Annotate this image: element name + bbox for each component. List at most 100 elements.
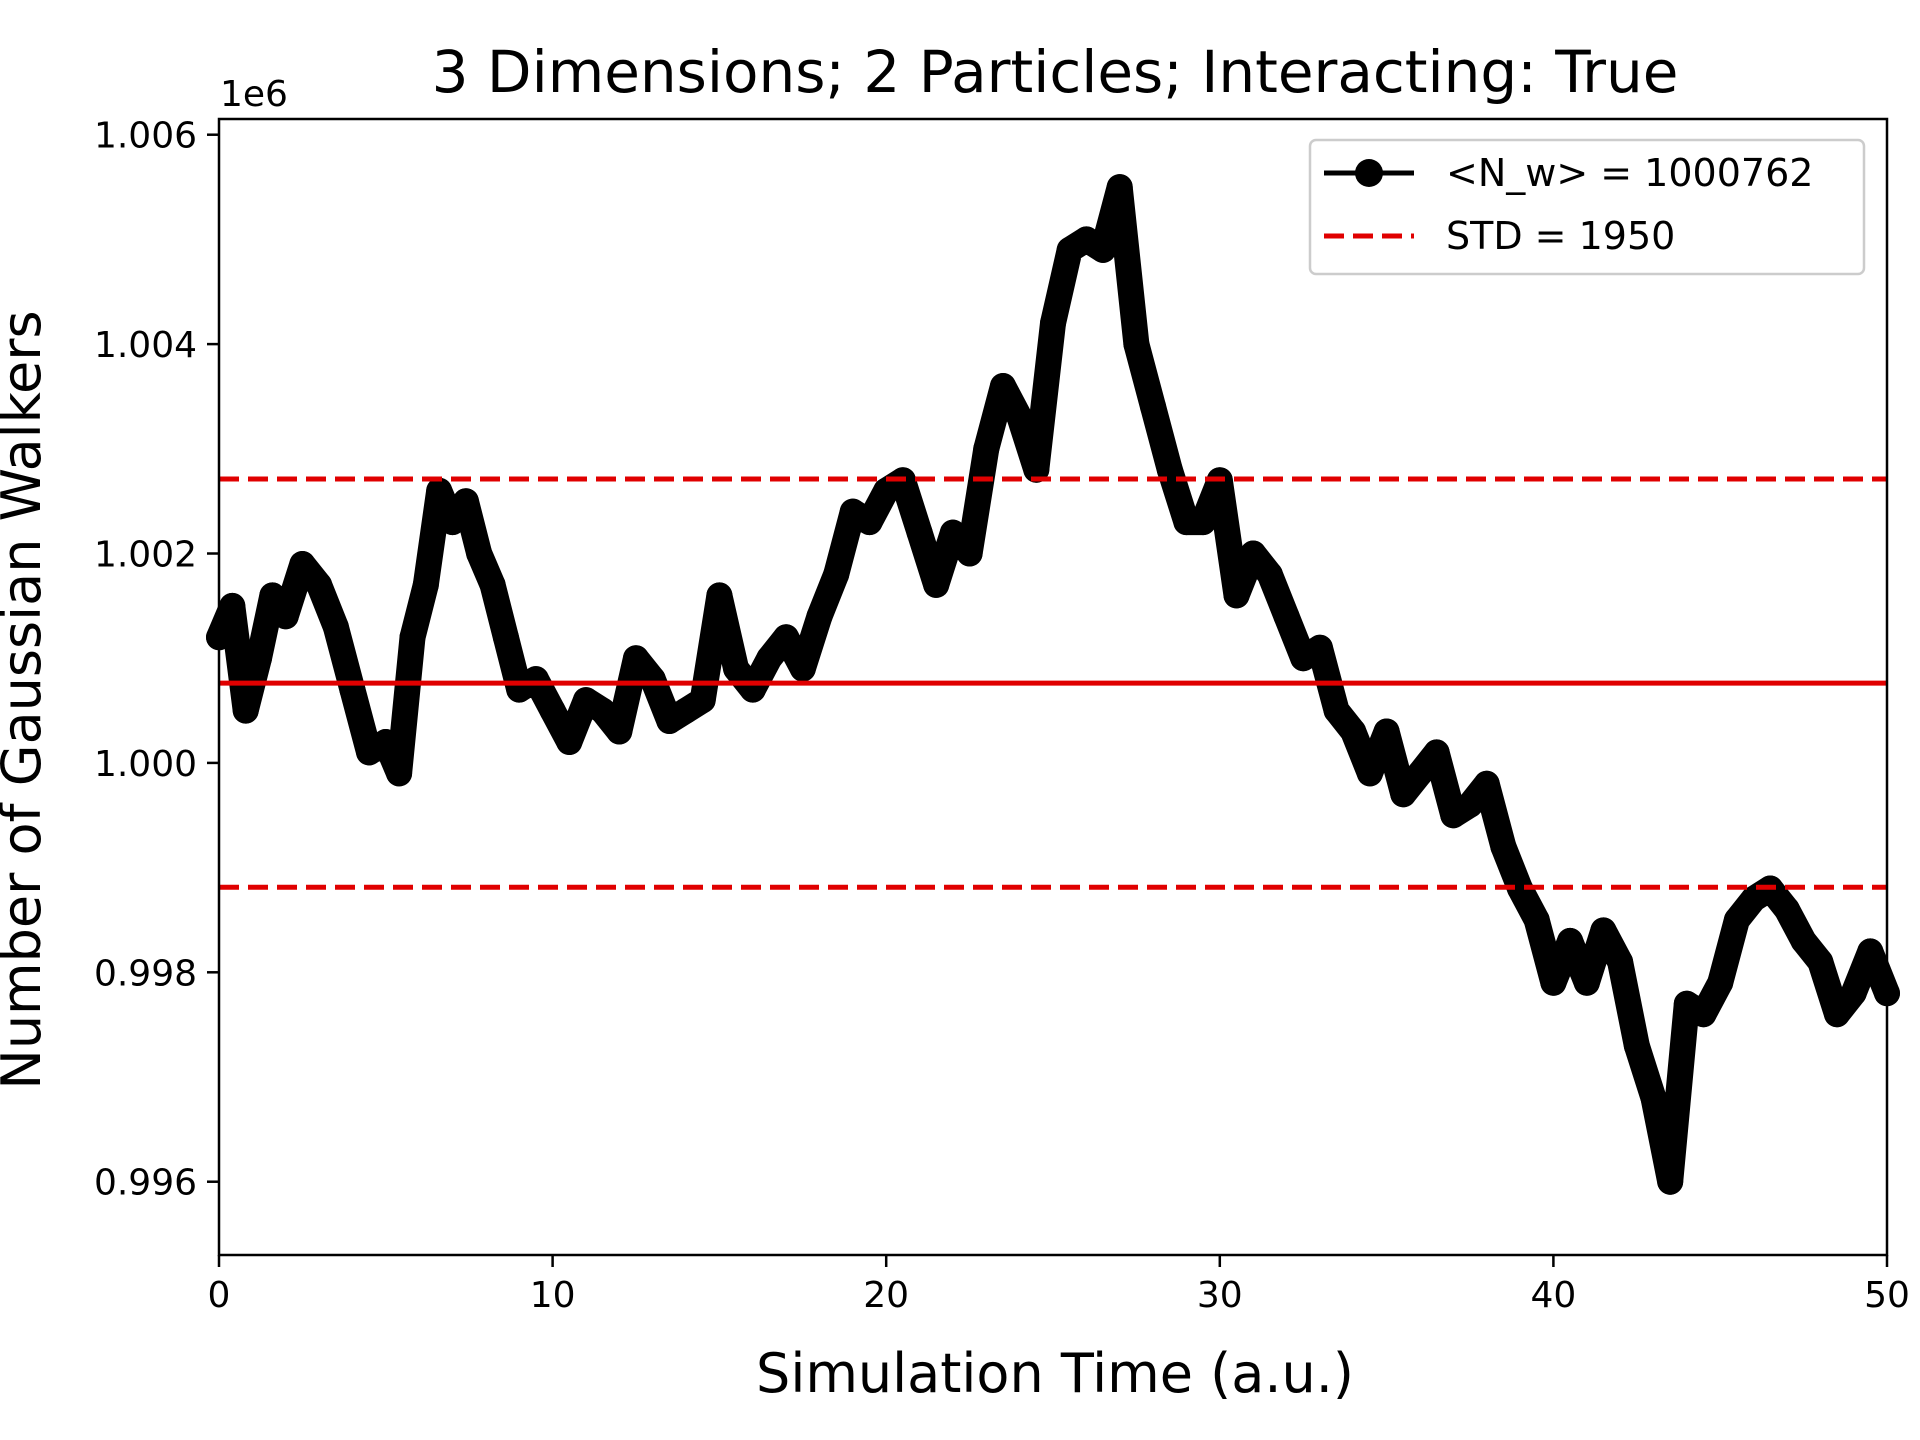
data-point bbox=[1390, 781, 1417, 808]
series-points-0 bbox=[206, 174, 1900, 1195]
data-point bbox=[1040, 310, 1066, 337]
data-point bbox=[1023, 456, 1050, 483]
data-point bbox=[1240, 540, 1267, 567]
legend-marker-dot-walkers bbox=[1355, 159, 1383, 187]
data-point bbox=[973, 435, 1000, 462]
data-point bbox=[556, 729, 583, 755]
data-point bbox=[1156, 456, 1183, 483]
data-point bbox=[289, 551, 316, 577]
plot-area bbox=[206, 117, 1900, 1257]
data-point bbox=[452, 488, 479, 515]
x-tick-label: 50 bbox=[1864, 1275, 1910, 1316]
y-tick-label: 1.002 bbox=[94, 535, 197, 576]
data-point bbox=[789, 655, 816, 682]
data-point bbox=[1006, 404, 1033, 431]
legend-label-walkers: <N_w> = 1000762 bbox=[1446, 151, 1813, 195]
data-point bbox=[399, 624, 426, 651]
data-point bbox=[1707, 969, 1734, 996]
data-point bbox=[306, 571, 333, 598]
y-tick-label: 1.000 bbox=[94, 744, 197, 785]
data-point bbox=[706, 582, 733, 609]
data-point bbox=[439, 509, 466, 536]
y-axis-label: Number of Gaussian Walkers bbox=[0, 310, 53, 1089]
data-point bbox=[923, 571, 950, 598]
data-point bbox=[623, 645, 649, 672]
data-point bbox=[773, 624, 800, 651]
data-point bbox=[1857, 938, 1884, 965]
data-point bbox=[823, 561, 850, 588]
data-point bbox=[412, 571, 439, 598]
data-point bbox=[479, 571, 506, 598]
plot-frame bbox=[217, 117, 1889, 1257]
data-point bbox=[1723, 907, 1750, 933]
data-point bbox=[272, 603, 299, 630]
data-point bbox=[1306, 634, 1333, 661]
data-point bbox=[939, 519, 966, 546]
data-point bbox=[1323, 697, 1350, 724]
data-point bbox=[1657, 1168, 1684, 1195]
data-point bbox=[1373, 718, 1400, 745]
data-point bbox=[1590, 917, 1617, 944]
data-point bbox=[246, 645, 272, 672]
data-point bbox=[1490, 833, 1517, 860]
data-point bbox=[466, 540, 493, 567]
data-point bbox=[1790, 927, 1817, 954]
data-point bbox=[1557, 927, 1584, 954]
data-point bbox=[1507, 875, 1533, 902]
data-point bbox=[426, 477, 453, 504]
data-point bbox=[1473, 770, 1500, 797]
data-point bbox=[1340, 718, 1367, 745]
data-point bbox=[1223, 582, 1250, 609]
data-point bbox=[522, 666, 549, 693]
series-layer bbox=[206, 174, 1900, 1195]
data-point bbox=[1090, 236, 1116, 263]
data-point bbox=[1123, 331, 1150, 358]
y-tick-label: 1.006 bbox=[94, 116, 197, 157]
data-point bbox=[806, 603, 833, 630]
legend: <N_w> = 1000762 STD = 1950 bbox=[1308, 138, 1866, 276]
data-point bbox=[756, 645, 783, 672]
legend-label-std: STD = 1950 bbox=[1446, 214, 1675, 258]
data-point bbox=[219, 592, 246, 619]
y-offset-label: 1e6 bbox=[220, 74, 288, 115]
x-tick-label: 40 bbox=[1530, 1275, 1576, 1316]
data-point bbox=[906, 519, 933, 546]
data-point bbox=[232, 697, 259, 724]
reference-lines bbox=[219, 476, 1887, 890]
data-point bbox=[1540, 969, 1567, 996]
x-tick-label: 20 bbox=[863, 1275, 909, 1316]
data-point bbox=[1407, 760, 1433, 787]
data-point bbox=[689, 687, 716, 714]
data-point bbox=[990, 373, 1016, 399]
data-point bbox=[856, 509, 883, 536]
data-point bbox=[259, 582, 286, 609]
data-point bbox=[589, 697, 616, 724]
x-tick-label: 0 bbox=[208, 1275, 231, 1316]
data-point bbox=[1423, 739, 1450, 766]
chart-title: 3 Dimensions; 2 Particles; Interacting: … bbox=[432, 38, 1679, 106]
data-point bbox=[1623, 1032, 1650, 1059]
y-tick-label: 0.998 bbox=[94, 953, 197, 994]
data-point bbox=[1190, 509, 1217, 536]
data-point bbox=[956, 540, 983, 567]
x-tick-label: 10 bbox=[530, 1275, 576, 1316]
data-point bbox=[1640, 1084, 1667, 1111]
x-axis: 0 10 20 30 40 50 bbox=[208, 1255, 1910, 1316]
x-tick-label: 30 bbox=[1197, 1275, 1243, 1316]
data-point bbox=[1457, 791, 1483, 818]
data-point bbox=[639, 666, 666, 693]
data-point bbox=[386, 760, 413, 787]
data-point bbox=[1807, 948, 1834, 975]
data-point bbox=[739, 676, 766, 703]
data-point bbox=[1840, 980, 1867, 1007]
data-point bbox=[1356, 760, 1383, 787]
data-point bbox=[1773, 896, 1800, 923]
legend-box bbox=[1308, 138, 1866, 276]
data-point bbox=[1106, 174, 1133, 201]
data-point bbox=[1140, 393, 1167, 420]
data-point bbox=[339, 676, 366, 703]
data-point bbox=[372, 729, 399, 755]
data-point bbox=[1824, 1001, 1850, 1028]
data-point bbox=[1256, 561, 1283, 588]
